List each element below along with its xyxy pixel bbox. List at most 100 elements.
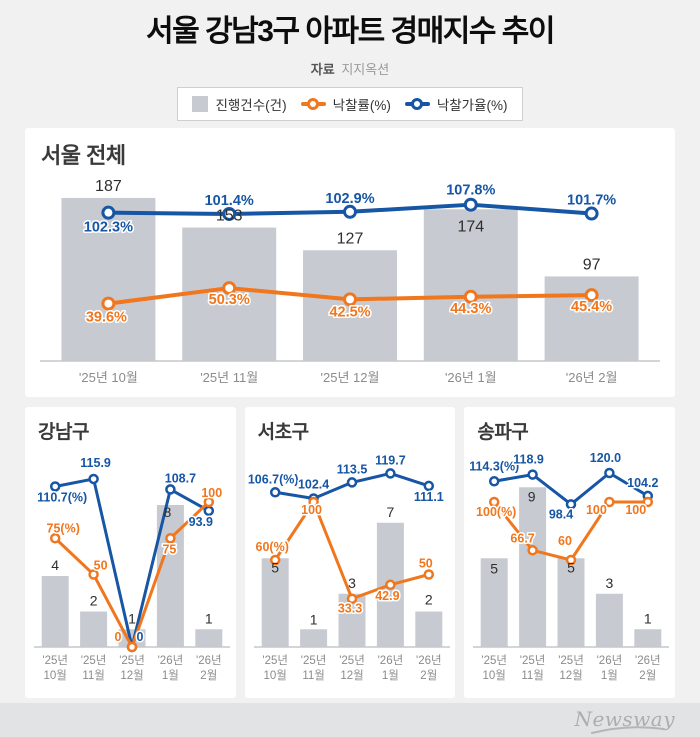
svg-text:111.1: 111.1 [414,490,444,504]
svg-text:'25년 12월: '25년 12월 [321,370,380,385]
orange-line-marker-icon [300,102,326,106]
svg-text:101.4%: 101.4% [205,193,254,209]
svg-text:104.2: 104.2 [628,476,659,490]
svg-text:60: 60 [558,534,572,548]
songpa-title: 송파구 [477,422,529,443]
category-labels: '25년 10월 '25년 11월 '25년 12월 '26년 1월 '26년 2월 [262,654,441,682]
svg-text:107.8%: 107.8% [446,183,495,199]
category-labels: '25년 10월 '25년 11월 '25년 12월 '26년 1월 '26년 2월 [79,370,618,385]
bar-labels: 4 2 1 8 1 [51,504,213,626]
svg-text:2: 2 [425,592,433,608]
svg-text:120.0: 120.0 [590,451,621,465]
legend-wrap: 진행건수(건) 낙찰률(%) 낙찰가율(%) [0,87,700,121]
header: 서울 강남3구 아파트 경매지수 추이 자료 지지옥션 진행건수(건) 낙찰률(… [0,0,700,121]
svg-text:3: 3 [348,575,356,591]
bar-swatch-icon [192,96,209,112]
svg-text:42.5%: 42.5% [329,304,370,320]
svg-text:'25년 10월: '25년 10월 [79,370,138,385]
svg-text:3: 3 [606,575,614,591]
svg-text:2: 2 [90,593,98,609]
svg-text:115.9: 115.9 [80,456,111,470]
legend: 진행건수(건) 낙찰률(%) 낙찰가율(%) [177,87,523,121]
svg-text:100: 100 [301,503,322,517]
seocho-panel: 서초구 5 1 3 7 2 60(%) 100 33.3 42.9 50 106.7(%) 102.4… [244,407,456,698]
svg-text:44.3%: 44.3% [450,301,491,317]
orange-line-group [489,496,654,566]
source-value: 지지옥션 [341,62,390,77]
svg-text:42.9: 42.9 [375,589,399,603]
svg-text:93.9: 93.9 [189,515,213,529]
bar-labels: 5 9 5 3 1 [491,488,653,626]
svg-text:75: 75 [162,542,176,556]
svg-text:102.4: 102.4 [298,478,329,492]
svg-text:98.4: 98.4 [549,507,573,521]
blue-line-marker-icon [404,102,430,106]
line-labels: 75(%) 50 0 75 100 110.7(%) 115.9 0 108.7 93.9 [36,454,224,645]
svg-text:100: 100 [201,486,222,500]
orange-line-group [49,496,215,653]
svg-text:174: 174 [457,218,484,235]
svg-text:97: 97 [583,256,601,273]
svg-text:7: 7 [386,504,394,520]
svg-text:4: 4 [51,557,59,573]
svg-text:50: 50 [94,559,108,573]
logo-box: Newsway [574,707,675,734]
svg-text:60(%): 60(%) [255,540,288,554]
logo-swoosh-icon [591,726,666,734]
orange-line-group [101,281,599,311]
svg-text:66.7: 66.7 [511,531,535,545]
svg-text:0: 0 [137,630,144,644]
category-labels: '25년 10월 '25년 11월 '25년 12월 '26년 1월 '26년 2월 [482,654,661,682]
gangnam-panel: 강남구 4 2 1 8 1 75(%) 50 0 75 100 110.7(%) 115.9 0 108.… [25,407,236,698]
svg-text:5: 5 [491,560,499,576]
legend-label-rate: 낙찰률(%) [332,98,391,113]
svg-text:1: 1 [644,610,652,626]
district-row: 강남구 4 2 1 8 1 75(%) 50 0 75 100 110.7(%) 115.9 0 108.… [25,407,676,698]
svg-text:33.3: 33.3 [338,602,362,616]
svg-text:114.3(%): 114.3(%) [470,459,520,473]
svg-text:100: 100 [586,503,607,517]
seocho-chart: 5 1 3 7 2 60(%) 100 33.3 42.9 50 106.7(%) 102.4 113.… [246,452,450,682]
svg-text:'25년 11월: '25년 11월 [200,370,258,385]
svg-text:153: 153 [216,208,243,225]
svg-text:101.7%: 101.7% [567,193,616,209]
svg-text:39.6%: 39.6% [86,310,127,326]
svg-text:'26년 1월: '26년 1월 [445,370,497,385]
bar-labels: 187 153 127 174 97 [95,178,601,273]
legend-item-count: 진행건수(건) [192,94,287,114]
svg-text:1: 1 [128,610,136,626]
svg-text:100(%): 100(%) [476,505,516,519]
bars-group [481,487,662,647]
svg-text:8: 8 [164,504,172,520]
svg-text:50: 50 [419,557,433,571]
svg-text:118.9: 118.9 [514,453,545,467]
svg-text:113.5: 113.5 [336,462,367,476]
seocho-title: 서초구 [257,422,309,443]
svg-text:'26년 2월: '26년 2월 [566,370,618,385]
svg-text:106.7(%): 106.7(%) [248,472,299,486]
bar-labels: 5 1 3 7 2 [271,504,433,628]
orange-line-group [269,496,434,604]
footer: Newsway [0,703,700,737]
svg-text:45.4%: 45.4% [571,299,612,315]
seoul-total-panel: 서울 전체 187 153 127 174 97 39.6% 50.3% 42.5% 44.3%… [25,128,675,397]
line-labels: 100(%) 66.7 60 100 100 114.3(%)118.9 98.4 120.0… [468,450,660,550]
svg-text:127: 127 [337,230,364,247]
svg-text:1: 1 [309,611,317,627]
svg-text:5: 5 [567,559,575,575]
source-line: 자료 지지옥션 [0,59,700,78]
